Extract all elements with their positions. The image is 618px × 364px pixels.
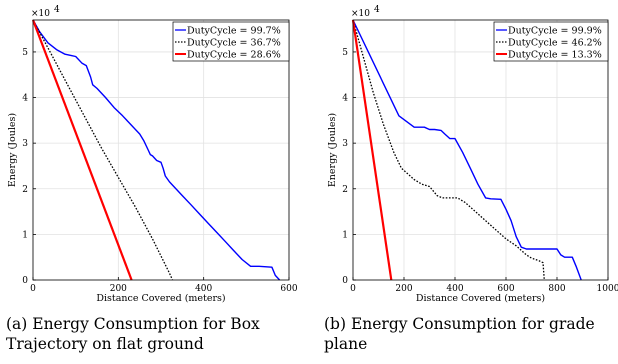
- legend-label-1: DutyCycle = 99.9%: [508, 26, 602, 37]
- legend-box: [172, 21, 290, 62]
- y-tick-label: 5: [22, 48, 28, 58]
- axes-frame: [32, 19, 290, 281]
- plot-area: [33, 20, 289, 280]
- y-tick-label: 3: [342, 139, 348, 149]
- chart-b: 0 200 400 600 800 1000 0 1 2 3 4 5 ×10 4 Distance Cove…: [327, 5, 618, 304]
- y-tick-label: 4: [22, 94, 28, 104]
- y-axis-label: Energy (Joules): [327, 113, 338, 187]
- caption-b-line-1: (b) Energy Consumption for grade: [324, 315, 595, 333]
- y-tick-label: 2: [22, 185, 28, 195]
- x-tick-label: 0: [30, 284, 36, 294]
- y-multiplier-exponent: 4: [54, 5, 60, 15]
- caption-a-line-2: Trajectory on flat ground: [6, 335, 204, 353]
- legend-box: [493, 21, 609, 62]
- y-tick-label: 0: [342, 276, 348, 286]
- y-tick-label: 1: [22, 230, 28, 240]
- y-multiplier: ×10: [351, 9, 370, 19]
- y-tick-label: 4: [342, 94, 348, 104]
- caption-b: (b) Energy Consumption for grade plane: [324, 314, 618, 354]
- y-multiplier: ×10: [31, 9, 50, 19]
- y-tick-label: 1: [342, 230, 348, 240]
- y-axis-label: Energy (Joules): [7, 113, 18, 187]
- x-axis-label: Distance Covered (meters): [96, 293, 225, 304]
- caption-a: (a) Energy Consumption for Box Trajector…: [6, 314, 306, 354]
- y-multiplier-exponent: 4: [374, 5, 380, 15]
- legend-label-2: DutyCycle = 36.7%: [187, 38, 281, 49]
- series-line-2: [352, 19, 545, 281]
- legend: DutyCycle = 99.9%DutyCycle = 46.2%DutyCy…: [493, 21, 609, 62]
- y-tick-label: 3: [22, 139, 28, 149]
- legend-label-3: DutyCycle = 13.3%: [508, 50, 602, 61]
- x-tick-label: 200: [110, 284, 127, 294]
- x-axis-label: Distance Covered (meters): [416, 293, 545, 304]
- axes-frame: [352, 19, 609, 281]
- legend: DutyCycle = 99.7%DutyCycle = 36.7%DutyCy…: [172, 21, 290, 62]
- legend-label-3: DutyCycle = 28.6%: [187, 50, 281, 61]
- series-line-1: [352, 19, 582, 281]
- legend-label-1: DutyCycle = 99.7%: [187, 26, 281, 37]
- series-line-3: [351, 19, 393, 281]
- x-tick-label: 600: [280, 284, 297, 294]
- x-tick-label: 1000: [597, 284, 618, 294]
- caption-a-line-1: (a) Energy Consumption for Box: [6, 315, 260, 333]
- x-tick-label: 0: [350, 284, 356, 294]
- y-tick-label: 0: [22, 276, 28, 286]
- y-tick-label: 2: [342, 185, 348, 195]
- x-tick-label: 800: [548, 284, 565, 294]
- x-tick-label: 600: [497, 284, 514, 294]
- legend-label-2: DutyCycle = 46.2%: [508, 38, 602, 49]
- series-line-1: [32, 19, 281, 281]
- y-tick-label: 5: [342, 48, 348, 58]
- plot-area: [353, 20, 608, 280]
- caption-b-line-2: plane: [324, 335, 368, 353]
- series-line-3: [31, 19, 133, 281]
- x-tick-label: 400: [446, 284, 463, 294]
- x-tick-label: 400: [195, 284, 212, 294]
- chart-a: 0 200 400 600 0 1 2 3 4 5 ×10 4 Distance Covered (me…: [7, 5, 298, 304]
- x-tick-label: 200: [395, 284, 412, 294]
